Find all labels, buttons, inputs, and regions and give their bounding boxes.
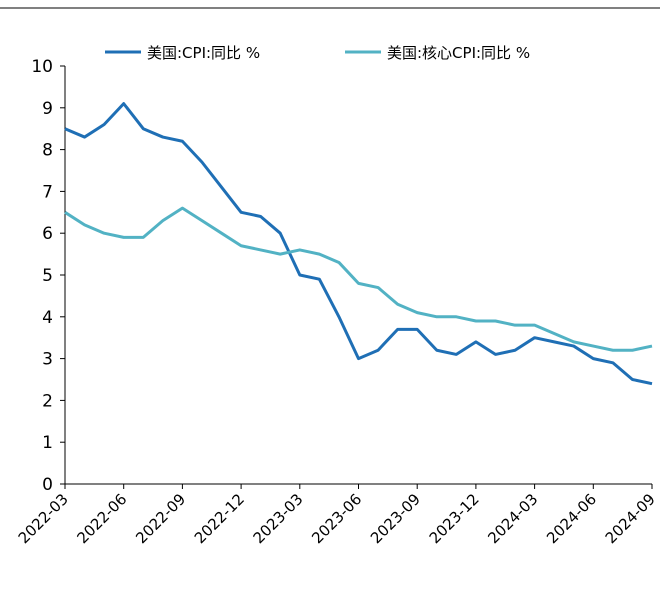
y-tick-label: 9 [42,99,53,119]
x-tick-label: 2024-06 [543,490,600,547]
legend-label: 美国:CPI:同比 % [147,44,260,62]
x-tick-label: 2023-06 [308,490,365,547]
y-tick-label: 5 [42,266,53,286]
y-tick-label: 3 [42,350,53,370]
y-tick-label: 10 [31,57,53,77]
y-tick-label: 8 [42,141,53,161]
x-tick-label: 2022-06 [73,490,130,547]
legend-label: 美国:核心CPI:同比 % [387,44,530,62]
x-tick-label: 2023-09 [367,490,424,547]
x-tick-label: 2024-03 [484,490,541,547]
y-tick-label: 2 [42,391,53,411]
series-line [64,102,653,386]
y-tick-label: 4 [42,308,53,328]
series-line [64,206,653,352]
y-tick-label: 1 [42,433,53,453]
x-tick-label: 2023-12 [426,490,483,547]
x-tick-label: 2024-09 [602,490,659,547]
x-tick-label: 2023-03 [250,490,307,547]
x-tick-label: 2022-09 [132,490,189,547]
x-tick-label: 2022-03 [15,490,72,547]
y-tick-label: 7 [42,182,53,202]
y-tick-label: 6 [42,224,53,244]
x-tick-label: 2022-12 [191,490,248,547]
y-tick-label: 0 [42,475,53,495]
